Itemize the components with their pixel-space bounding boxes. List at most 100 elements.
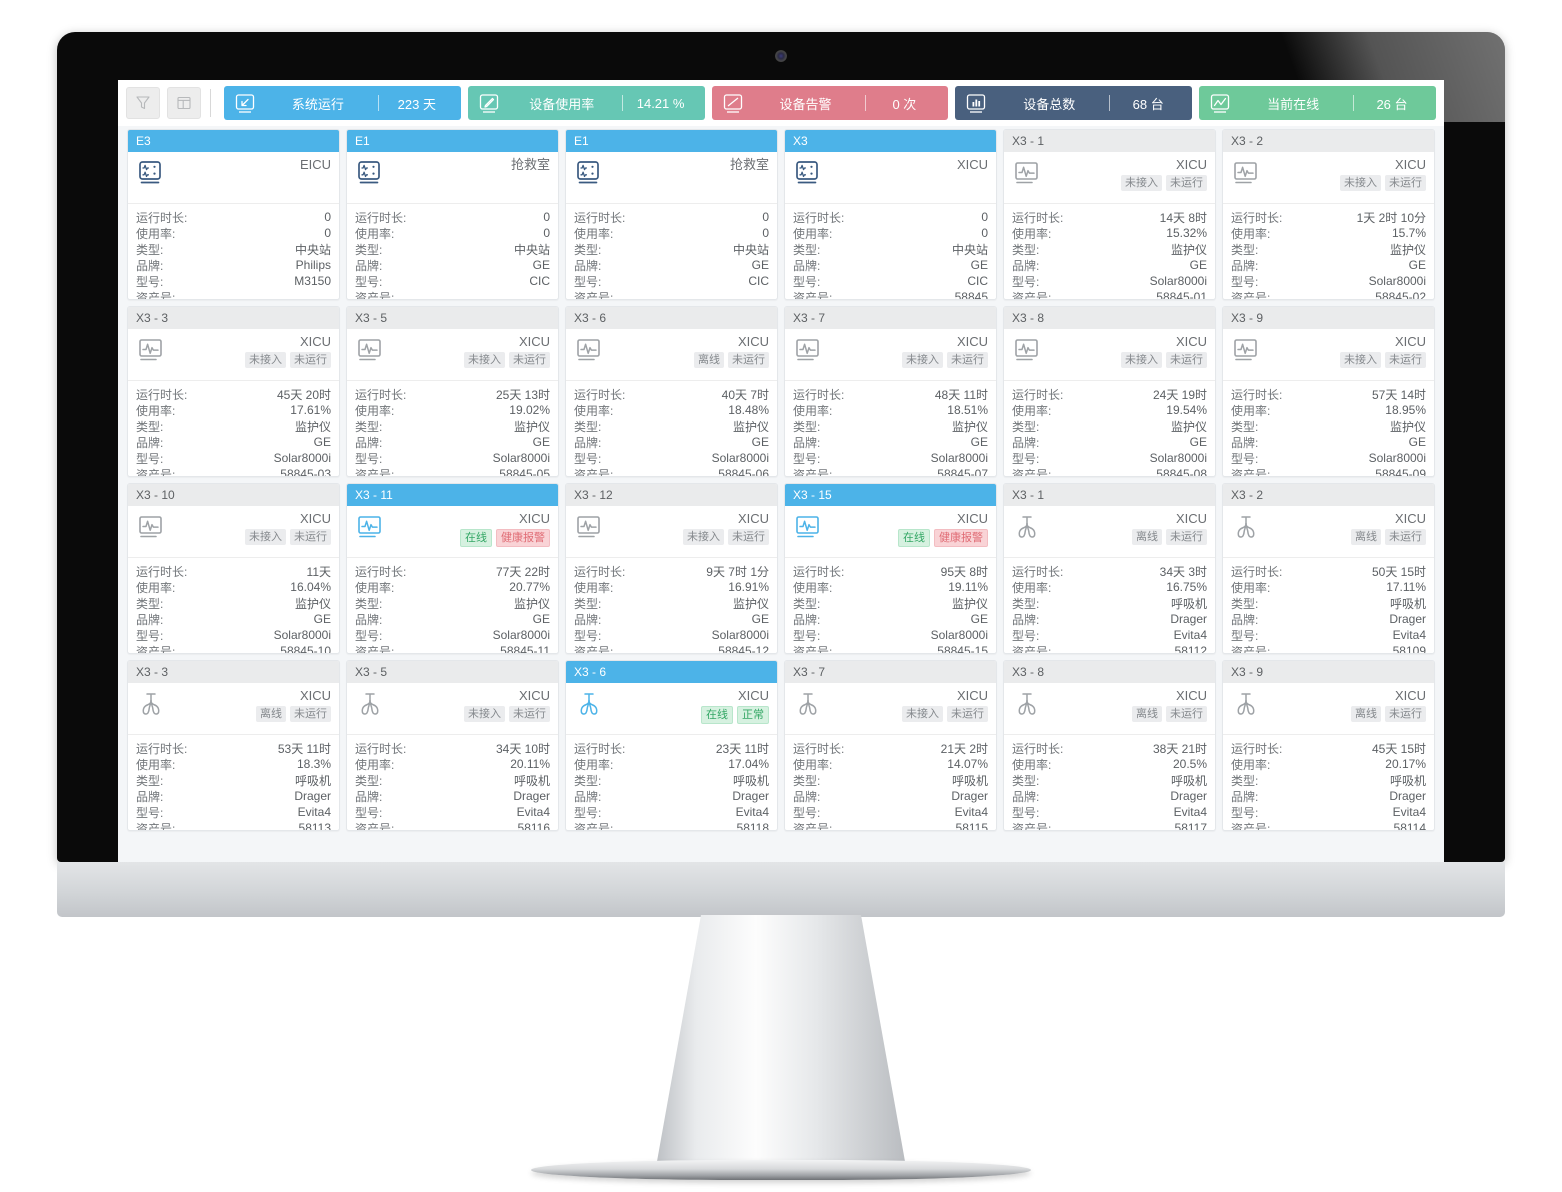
field-label: 运行时长: [355,564,407,579]
field-label: 运行时长: [1231,741,1283,756]
field-row-asset: 资产号: 58845-06 [574,466,769,477]
device-card[interactable]: X3 - 8 XICU 未接入 未运行 运行时长: 24天 19时 使用率: 19.54% 类型… [1003,306,1216,477]
field-label: 品牌: [136,258,164,273]
device-card[interactable]: E1抢救室运行时长:0使用率:0类型:中央站品牌:GE型号:CIC资产号:维护状… [346,129,559,300]
status-badge: 未运行 [947,706,988,722]
field-value: 14天 8时 [1159,210,1207,225]
device-card[interactable]: X3 - 2 XICU 未接入 未运行 运行时长: 1天 2时 10分 使用率: 15.7% 类… [1222,129,1435,300]
monitor-icon [574,335,604,365]
field-row-runtime: 运行时长: 57天 14时 [1231,386,1426,402]
field-label: 使用率: [1012,403,1052,418]
funnel-icon[interactable] [126,87,160,119]
field-value: Drager [1389,612,1426,626]
device-card[interactable]: X3 - 12 XICU 未接入 未运行 运行时长: 9天 7时 1分 使用率: 16.91%… [565,483,778,654]
status-badge-group: 未接入 未运行 [245,529,331,545]
card-details: 运行时长: 25天 13时 使用率: 19.02% 类型: 监护仪 品牌: GE 型号: Sola… [347,381,558,477]
device-card[interactable]: X3 - 10 XICU 未接入 未运行 运行时长: 11天 使用率: 16.04% 类型: 监护… [127,483,340,654]
field-row-type: 类型: 中央站 [793,241,988,257]
device-card[interactable]: E3 EICU 运行时长: 0 使用率: 0 类型: 中央站 品牌: Philips 型号: M315… [127,129,340,300]
card-header: X3 - 15 [785,484,996,506]
field-value: 呼吸机 [294,773,331,788]
device-card[interactable]: E1抢救室运行时长:0使用率:0类型:中央站品牌:GE型号:CIC资产号:维护状… [565,129,778,300]
field-label: 使用率: [1012,580,1052,595]
field-label: 使用率: [1231,226,1271,241]
device-card[interactable]: X3 - 2 XICU 离线 未运行 运行时长: 50天 15时 使用率: 17.11% 类型:… [1222,483,1435,654]
device-card[interactable]: X3 - 7 XICU 未接入 未运行 运行时长: 21天 2时 使用率: 14.07% 类型:… [784,660,997,831]
device-card[interactable]: X3 - 15 XICU 在线 健康报警 运行时长: 95天 8时 使用率: 19.11% 类型… [784,483,997,654]
device-card[interactable]: X3 - 5 XICU 未接入 未运行 运行时长: 25天 13时 使用率: 19.02% 类型… [346,306,559,477]
department-label: XICU [518,334,550,349]
field-row-model: 型号: Solar8000i [1231,273,1426,289]
field-row-usage: 使用率: 20.11% [355,756,550,772]
field-value: GE [313,612,331,626]
field-row-model: 型号: Solar8000i [355,627,550,643]
status-badge: 未接入 [245,352,286,368]
kpi-card-4[interactable]: 设备总数 68 台 [955,86,1193,120]
field-row-runtime: 运行时长: 0 [355,209,550,225]
kpi-card-1[interactable]: 系统运行 223 天 [224,86,461,120]
field-value: 53天 11时 [277,741,331,756]
field-label: 使用率: [136,580,176,595]
status-badge-group: 离线 未运行 [1132,706,1207,722]
card-header: E1 [566,130,777,152]
card-title: X3 - 5 [355,311,388,325]
field-row-model: 型号: Solar8000i [793,627,988,643]
field-label: 资产号: [574,290,614,300]
device-card[interactable]: X3 - 5 XICU 未接入 未运行 运行时长: 34天 10时 使用率: 20.11% 类型… [346,660,559,831]
field-row-asset: 资产号: 58845-05 [355,466,550,476]
device-card[interactable]: X3 - 3 XICU 离线 未运行 运行时长: 53天 11时 使用率: 18.3% 类型: 呼… [127,660,340,831]
device-card[interactable]: X3 - 1 XICU 离线 未运行 运行时长: 34天 3时 使用率: 16.75% 类型: 呼… [1003,483,1216,654]
screen-pen-icon [476,90,502,116]
kpi-card-3[interactable]: 设备告警 0 次 [711,86,949,120]
field-row-runtime: 运行时长: 53天 11时 [136,740,331,756]
status-badge-group: 未接入 未运行 [902,352,988,368]
device-card[interactable]: X3 - 6 XICU 在线 正常 运行时长: 23天 11时 使用率: 17.04% 类型: 呼… [565,660,778,831]
field-label: 品牌: [1231,612,1259,627]
kpi-card-2[interactable]: 设备使用率 14.21 % [467,86,705,120]
card-summary: XICU 在线 健康报警 [785,506,996,558]
field-label: 品牌: [355,789,383,804]
field-row-runtime: 运行时长: 9天 7时 1分 [574,563,769,579]
device-card[interactable]: X3 - 3 XICU 未接入 未运行 运行时长: 45天 20时 使用率: 17.61% 类型… [127,306,340,477]
card-status-block: XICU 离线 未运行 [1132,512,1207,545]
device-card[interactable]: X3 - 9 XICU 离线 未运行 运行时长: 45天 15时 使用率: 20.17% 类型:… [1222,660,1435,831]
field-value: 监护仪 [1170,242,1207,257]
card-title: X3 - 9 [1231,665,1264,679]
device-card[interactable]: X3 - 7 XICU 未接入 未运行 运行时长: 48天 11时 使用率: 18.51% 类型… [784,306,997,477]
device-card[interactable]: X3 - 8 XICU 离线 未运行 运行时长: 38天 21时 使用率: 20.5% 类型: 呼… [1003,660,1216,831]
device-card[interactable]: X3 XICU 运行时长: 0 使用率: 0 类型: 中央站 品牌: GE 型号: CIC 资产号: 58… [784,129,997,300]
field-label: 使用率: [793,226,833,241]
field-row-asset: 资产号: 58845-10 [136,643,331,653]
card-summary: XICU 未接入 未运行 [785,683,996,735]
field-value: GE [751,612,769,626]
device-card[interactable]: X3 - 11 XICU 在线 健康报警 运行时长: 77天 22时 使用率: 20.77% 类… [346,483,559,654]
field-label: 资产号: [574,467,614,477]
field-row-usage: 使用率: 17.61% [136,402,331,418]
card-status-block: XICU 离线 未运行 [1351,512,1426,545]
status-badge: 在线 [898,529,930,547]
field-row-usage: 使用率: 0 [136,225,331,241]
ventilator-icon [355,689,385,719]
field-value: 呼吸机 [1170,596,1207,611]
card-title: E1 [355,134,370,148]
card-title: X3 - 8 [1012,665,1045,679]
card-header: X3 - 1 [1004,130,1215,152]
device-card[interactable]: X3 - 6 XICU 离线 未运行 运行时长: 40天 7时 使用率: 18.48% 类型: 监… [565,306,778,477]
department-label: XICU [737,334,769,349]
status-badge: 未运行 [1166,352,1207,368]
field-label: 类型: [136,596,164,611]
kpi-card-5[interactable]: 当前在线 26 台 [1199,86,1436,120]
device-card[interactable]: X3 - 1 XICU 未接入 未运行 运行时长: 14天 8时 使用率: 15.32% 类型:… [1003,129,1216,300]
field-label: 资产号: [136,290,176,300]
field-value: GE [970,612,988,626]
ventilator-icon [574,689,604,719]
field-row-brand: 品牌: Drager [1231,788,1426,804]
field-row-model: 型号: Evita4 [136,804,331,820]
field-label: 品牌: [793,435,821,450]
field-value: 0 [981,210,988,224]
card-details: 运行时长: 77天 22时 使用率: 20.77% 类型: 监护仪 品牌: GE 型号: Sola… [347,558,558,654]
field-row-asset: 资产号: 58845-07 [793,466,988,476]
field-label: 类型: [355,242,383,257]
device-card[interactable]: X3 - 9 XICU 未接入 未运行 运行时长: 57天 14时 使用率: 18.95% 类型… [1222,306,1435,477]
layout-icon[interactable] [167,87,201,119]
